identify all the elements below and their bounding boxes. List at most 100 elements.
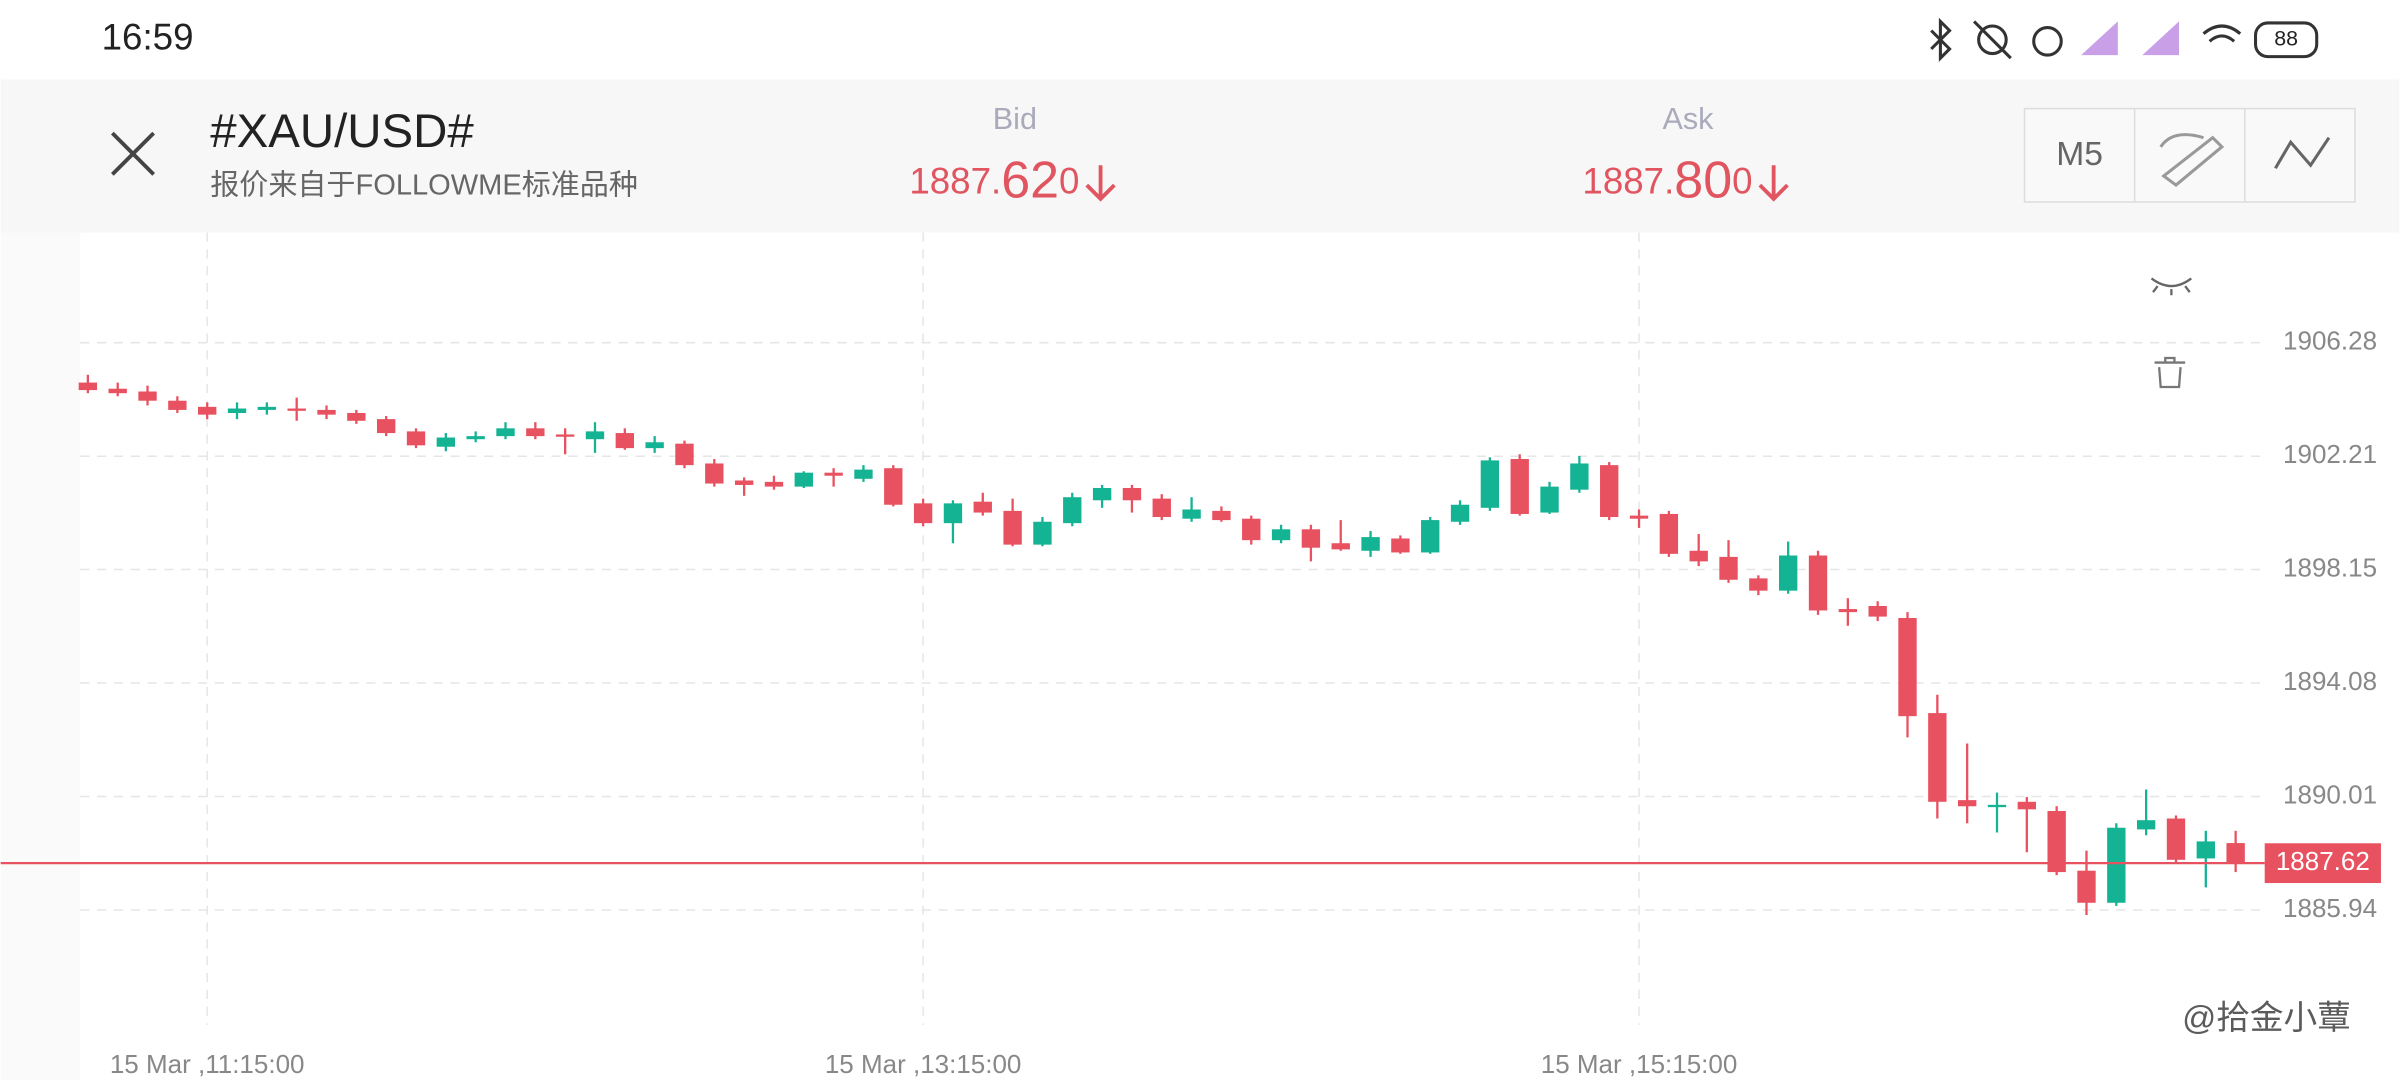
current-price-tag: [2264, 843, 2381, 884]
candle-body: [1510, 459, 1529, 514]
candle-body: [168, 400, 187, 410]
candle-body: [794, 472, 813, 487]
candle-body: [1152, 498, 1171, 518]
header: [0, 79, 2400, 233]
candle-body: [824, 472, 843, 476]
candle-body: [645, 442, 664, 449]
candle-body: [1182, 509, 1201, 519]
bid-price: 1887.620: [909, 151, 1079, 209]
candle-body: [1600, 465, 1619, 518]
candle-body: [376, 419, 396, 434]
candle-body: [108, 388, 127, 394]
bid-arrow: [1085, 165, 1116, 202]
status-icons: [1930, 17, 2319, 62]
candle-body: [913, 503, 933, 524]
indicator-button[interactable]: [2274, 136, 2331, 170]
y-tick-label: 1885.94: [2283, 893, 2377, 923]
close-button[interactable]: [110, 131, 156, 176]
candle-body: [1987, 804, 2007, 808]
candle-body: [1361, 537, 1380, 551]
candle-body: [2196, 841, 2215, 859]
timeframe-button[interactable]: M5: [2056, 136, 2103, 173]
candle-body: [1003, 510, 1022, 545]
candle-body: [526, 428, 545, 437]
candle-body: [1689, 550, 1708, 562]
delete-button[interactable]: [2154, 356, 2186, 389]
candle-body: [2107, 827, 2126, 903]
candle-body: [1242, 518, 1261, 541]
candle-body: [1122, 488, 1142, 501]
candle-body: [2226, 843, 2245, 864]
candle-body: [2047, 810, 2066, 873]
clock: 16:59: [102, 16, 194, 57]
candle-body: [1092, 488, 1112, 501]
candle-body: [585, 431, 605, 440]
candle-body: [257, 406, 277, 410]
candle-body: [1331, 543, 1350, 550]
candle-body: [227, 408, 247, 413]
ask-arrow: [1758, 165, 1789, 202]
candle-body: [1212, 510, 1231, 521]
candle-body: [1957, 800, 1977, 807]
candle-body: [705, 463, 724, 484]
candle-body: [406, 431, 426, 446]
draw-tool-button[interactable]: [2159, 133, 2225, 188]
ask-price: 1887.800: [1582, 151, 1752, 209]
candle-body: [675, 443, 694, 466]
candle-body: [1838, 609, 1858, 613]
watermark: @拾金小蕈: [2182, 999, 2351, 1037]
candle-body: [884, 468, 903, 505]
candle-body: [317, 409, 336, 415]
candle-body: [1629, 515, 1649, 519]
chart-area: [80, 232, 2400, 1080]
y-tick-label: 1898.15: [2283, 552, 2377, 582]
candle-body: [1540, 486, 1559, 513]
bid-head: 1887.: [909, 160, 1001, 201]
candle-body: [496, 428, 515, 437]
candle-body: [1808, 555, 1828, 611]
candle-body: [138, 391, 157, 401]
candle-body: [1779, 555, 1798, 591]
candle-body: [1391, 538, 1410, 553]
candle-body: [466, 436, 485, 440]
candle-body: [78, 382, 98, 391]
candle-body: [734, 480, 754, 485]
candle-body: [1659, 513, 1679, 554]
candle-body: [1033, 521, 1052, 545]
status-bar: [0, 0, 2400, 80]
candle-body: [1928, 713, 1947, 802]
candle-body: [1570, 463, 1589, 490]
symbol: #XAU/USD#: [210, 105, 474, 158]
candle-body: [1450, 504, 1470, 522]
y-tick-label: 1902.21: [2283, 439, 2377, 469]
ask-head: 1887.: [1582, 160, 1674, 201]
x-tick-label: 15 Mar ,11:15:00: [110, 1049, 305, 1079]
ask-big: 80: [1674, 151, 1732, 209]
x-tick-label: 15 Mar ,15:15:00: [1541, 1049, 1738, 1079]
ask-label: Ask: [1662, 102, 1714, 136]
candle-body: [2136, 820, 2156, 830]
candle-body: [2077, 870, 2096, 903]
candle-body: [347, 412, 366, 421]
candle-body: [1301, 529, 1321, 548]
bid-label: Bid: [993, 102, 1037, 136]
y-tick-label: 1894.08: [2283, 666, 2377, 696]
candle-body: [2166, 818, 2186, 860]
bid-tail: 0: [1059, 160, 1079, 201]
candle-body: [854, 469, 873, 479]
candle-body: [973, 501, 992, 513]
current-price-label: 1887.62: [2276, 846, 2370, 876]
candle-body: [1898, 617, 1917, 717]
battery-level: 88: [2274, 26, 2298, 50]
quote-source: 报价来自于FOLLOWME标准品种: [210, 168, 638, 201]
candle-body: [2017, 801, 2037, 810]
candle-body: [198, 406, 217, 415]
ask-tail: 0: [1732, 160, 1752, 201]
candle-body: [1868, 605, 1887, 617]
candle-body: [1749, 578, 1768, 591]
hide-button[interactable]: [2150, 277, 2192, 296]
candle-body: [555, 434, 575, 437]
candle-body: [1719, 556, 1738, 580]
